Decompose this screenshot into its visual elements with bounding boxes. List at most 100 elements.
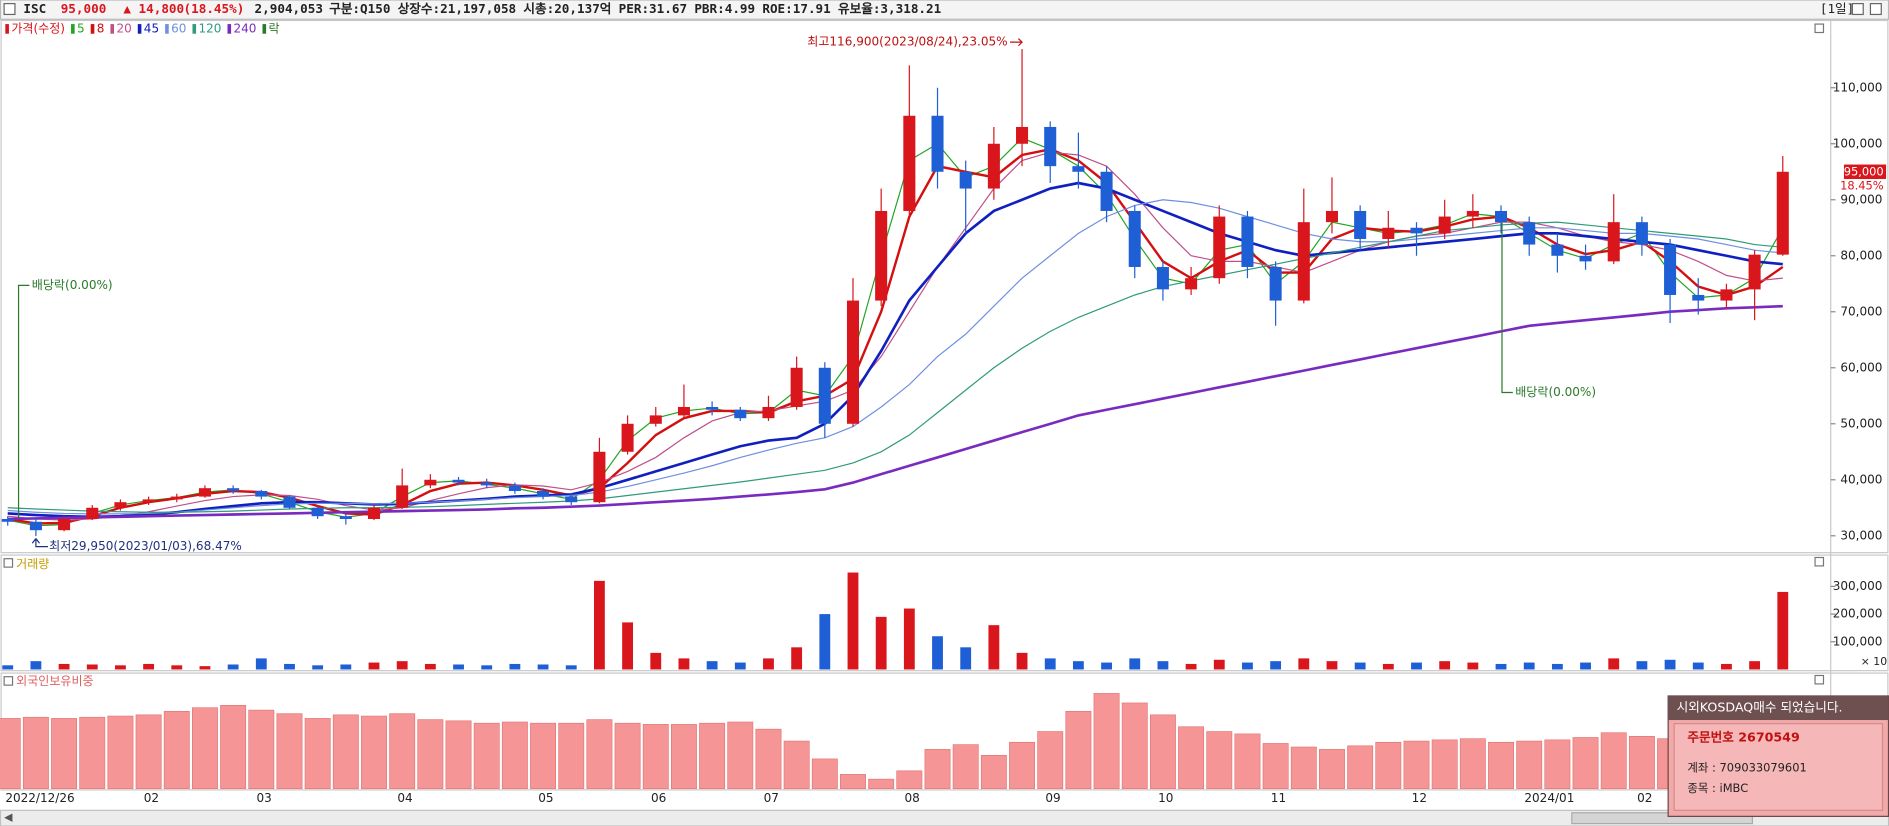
volume-bar [58,663,70,670]
ex-dividend-marker [1501,222,1513,394]
volume-bar [791,647,803,670]
popup-body [1673,723,1884,811]
y-tick-label: 50,000 [1840,416,1882,430]
volume-bar [1439,661,1451,670]
volume-bar [86,664,98,670]
panel-button[interactable] [3,558,14,568]
candle-body [621,423,634,452]
x-tick-label: 11 [1271,791,1286,805]
popup-titlebar [1668,695,1889,721]
header-checkbox[interactable] [3,3,16,16]
foreign-ratio-bar [79,716,106,789]
volume-bar [199,666,211,670]
candle-body [29,521,42,531]
y-tick-label: 40,000 [1840,472,1882,486]
volume-bar [171,665,183,670]
candle-body [762,406,775,419]
window-button[interactable] [1851,3,1864,16]
header-item: PER:31.67 [619,1,687,16]
current-price-box [1843,164,1887,179]
candle-body [1072,166,1085,172]
foreign-ratio-bar [1347,745,1374,789]
foreign-ratio-bar [0,718,21,789]
volume-bar [1692,662,1704,670]
candle-body [255,490,268,497]
y-tick-label: 100,000 [1833,634,1883,648]
candle-body [706,406,719,410]
moving-average-line [7,137,1784,527]
foreign-ratio-bar [1319,749,1345,789]
panel-button[interactable] [1814,556,1825,567]
x-tick-label: 03 [256,791,271,805]
candle-body [565,496,578,503]
volume-bar [593,580,605,670]
foreign-ratio-bar [304,718,331,789]
x-tick-label: 2022/12/26 [5,791,74,805]
volume-bar [1072,661,1084,670]
volume-bar [1721,663,1732,670]
window-button[interactable] [1869,3,1882,16]
volume-bar [1101,662,1112,670]
scroll-thumb[interactable] [1571,812,1754,825]
foreign-ratio-bar [530,722,557,789]
candle-body [452,479,465,483]
header-item: 시총:20,137억 [523,1,611,16]
volume-bar [565,665,577,670]
candle-body [1213,216,1226,279]
x-tick-label: 07 [764,791,779,805]
volume-bar [1044,658,1056,670]
candle-body [1495,210,1508,223]
volume-bar [1016,652,1028,670]
foreign-ratio-bar [980,755,1007,789]
candle-body [1100,171,1113,211]
candle-body [1269,266,1282,301]
foreign-ratio-bar [22,716,49,789]
candle-body [875,210,888,301]
volume-bar [227,664,239,670]
candle-body [311,507,324,517]
candle-body [1720,289,1733,301]
foreign-ratio-bar [699,722,726,789]
volume-bar [312,665,324,670]
volume-bar [1777,591,1789,670]
volume-bar [453,664,464,670]
candle-body [1523,222,1536,245]
panel-button[interactable] [1814,674,1825,685]
x-tick-label: 02 [1637,791,1652,805]
candle-body [734,409,747,419]
foreign-ratio-bar [1009,741,1035,789]
candle-body [396,485,409,508]
legend-label: 20 [116,21,131,35]
volume-bar [678,658,690,670]
volume-bar [988,625,1000,670]
panel-button[interactable] [1814,23,1825,34]
x-tick-label: 06 [651,791,666,805]
legend-label: 60 [171,21,186,35]
foreign-ratio-bar [1516,740,1543,789]
legend-label: 가격(수정) [11,21,65,35]
legend: 가격(수정) 5 8 20 45 60 120 240 락 [5,21,280,35]
period-button[interactable]: [1일] [1820,1,1854,16]
foreign-ratio-bar [361,715,387,789]
volume-bar [1354,662,1366,670]
candle-body [424,479,437,486]
volume-bar [143,663,155,670]
volume-panel [0,554,1889,672]
candle-body [114,502,127,508]
candle-body [537,490,550,497]
panel-button[interactable] [3,676,14,686]
candle-body [367,507,381,519]
foreign-ratio-bar [558,722,585,789]
volume-bar [847,572,859,670]
header-item: 구분:Q150 [329,1,390,16]
legend-label: 5 [77,21,85,35]
moving-average-line [7,181,1783,519]
volume-bar [1270,661,1282,670]
scroll-left[interactable]: ◀ [4,811,13,824]
foreign-ratio-bar [1628,735,1655,789]
foreign-ratio-bar [1149,714,1176,789]
volume-bar [115,665,126,670]
moving-average-line [7,221,1783,513]
